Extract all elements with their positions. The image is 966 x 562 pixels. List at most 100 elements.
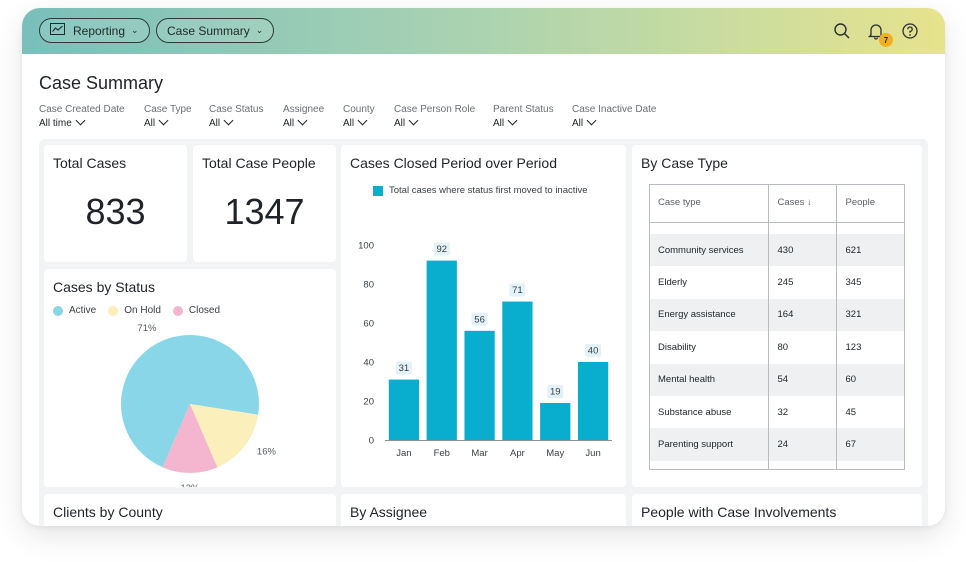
filter-case-created-date[interactable]: Case Created Date All time [39, 104, 125, 129]
cell-people: 321 [836, 298, 905, 332]
reporting-label: Reporting [73, 23, 126, 38]
table-row[interactable]: Substance abuse 32 45 [649, 395, 905, 429]
arrow-down-icon: ↓ [807, 197, 812, 209]
card-title: Total Case People [202, 155, 316, 171]
bar-mar[interactable] [464, 330, 495, 440]
y-tick-label: 80 [363, 280, 374, 291]
bar-apr[interactable] [502, 301, 533, 440]
table-row[interactable]: Parenting support 24 67 [649, 428, 905, 461]
filter-value: All [283, 118, 295, 129]
y-tick-label: 0 [369, 436, 374, 447]
filter-label: Case Person Role [394, 104, 476, 115]
x-tick-label: Jun [585, 448, 600, 459]
reporting-dropdown[interactable]: Reporting ⌄ [39, 18, 150, 43]
filter-case-type[interactable]: Case Type All [144, 104, 192, 129]
bar-jun[interactable] [577, 362, 609, 440]
bar-chart: 0 20 40 60 80 100 31 Jan 92 Feb 56 Mar 71 Apr 19 May 40 J… [358, 241, 612, 459]
card-people-with-case-involvements: People with Case Involvements [632, 494, 922, 526]
table-row[interactable]: Mental health 54 60 [649, 363, 905, 396]
filter-case-person-role[interactable]: Case Person Role All [394, 104, 475, 129]
legend-label: Active [69, 305, 97, 316]
table-row[interactable]: Energy assistance 164 321 [649, 298, 905, 332]
filter-label: Case Status [209, 104, 264, 115]
card-by-case-type: By Case Type Case type Cases ↓ People Co… [632, 145, 922, 487]
chevron-down-icon [75, 115, 86, 126]
filter-parent-status[interactable]: Parent Status All [493, 104, 554, 129]
card-cases-closed: Cases Closed Period over Period Total ca… [341, 145, 626, 487]
filter-case-status[interactable]: Case Status All [209, 104, 263, 129]
top-bar: Reporting ⌄ Case Summary ⌄ 7 [22, 8, 945, 54]
filter-label: Case Created Date [39, 104, 125, 115]
app-window: Reporting ⌄ Case Summary ⌄ 7 [22, 8, 945, 526]
column-header-case-type[interactable]: Case type [649, 184, 769, 223]
cell-people: 345 [836, 266, 905, 299]
filter-value: All time [39, 118, 72, 129]
cell-cases: 32 [768, 395, 837, 429]
filter-label: County [343, 104, 375, 115]
filter-value: All [394, 118, 406, 129]
table-row[interactable]: Disability 80 123 [649, 331, 905, 364]
trend-chart-icon [50, 23, 73, 38]
pie-slice-active[interactable] [121, 335, 260, 468]
search-icon[interactable] [831, 20, 853, 42]
chevron-down-icon [408, 115, 419, 126]
total-cases-value: 833 [85, 191, 146, 232]
cell-cases: 245 [768, 266, 837, 299]
pie-slice-closed[interactable] [162, 404, 218, 473]
bar-feb[interactable] [426, 260, 457, 440]
cell-case-type: Community services [649, 234, 769, 267]
total-case-people-value: 1347 [224, 191, 305, 232]
chevron-down-icon [158, 115, 169, 126]
y-tick-label: 20 [363, 397, 374, 408]
x-tick-label: Feb [434, 448, 450, 459]
card-title: Cases by Status [53, 279, 155, 295]
column-header-people[interactable]: People [836, 184, 905, 223]
cell-people: 123 [836, 331, 905, 364]
card-clients-by-county: Clients by County [44, 494, 336, 526]
filter-county[interactable]: County All [343, 104, 375, 129]
chevron-down-icon [223, 115, 234, 126]
y-tick-label: 60 [363, 319, 374, 330]
data-label: 19 [550, 386, 561, 397]
case-type-table-container[interactable]: Case type Cases ↓ People Community servi… [649, 184, 905, 470]
data-label: 71 [512, 285, 523, 296]
filter-label: Assignee [283, 104, 325, 115]
card-title: By Case Type [641, 155, 728, 171]
x-tick-label: Mar [471, 448, 487, 459]
cell-case-type: Parenting support [649, 428, 769, 461]
pie-label-closed: 13% [180, 483, 200, 487]
cell-case-type: Disability [649, 331, 769, 364]
legend-label: Closed [188, 305, 221, 316]
cell-cases: 24 [768, 428, 837, 461]
legend-swatch [172, 305, 183, 316]
filter-case-inactive-date[interactable]: Case Inactive Date All [572, 104, 657, 129]
card-by-assignee: By Assignee [341, 494, 626, 526]
card-total-cases: Total Cases 833 [44, 145, 187, 262]
data-label: 31 [399, 363, 410, 374]
data-label-background [547, 384, 564, 398]
y-tick-label: 40 [363, 358, 374, 369]
filter-value: All [209, 118, 221, 129]
bar-may[interactable] [540, 402, 571, 440]
filter-value: All [343, 118, 355, 129]
card-title: Total Cases [53, 155, 127, 171]
column-header-cases[interactable]: Cases ↓ [768, 184, 837, 223]
case-summary-dropdown[interactable]: Case Summary ⌄ [156, 18, 275, 43]
table-row[interactable]: Community services 430 621 [649, 234, 905, 267]
chevron-down-icon [586, 115, 597, 126]
x-tick-label: Apr [510, 448, 525, 459]
y-tick-label: 100 [358, 241, 374, 252]
data-label: 40 [588, 346, 599, 357]
cell-people: 67 [836, 428, 905, 461]
cell-cases: 80 [768, 331, 837, 364]
filter-assignee[interactable]: Assignee All [283, 104, 324, 129]
data-label-background [471, 312, 488, 326]
cell-people: 45 [836, 395, 905, 429]
pie-slice-on-hold[interactable] [190, 404, 259, 468]
chevron-down-icon [507, 115, 518, 126]
help-icon[interactable] [899, 20, 921, 42]
table-row[interactable]: Elderly 245 345 [649, 266, 905, 299]
cell-people: 621 [836, 234, 905, 267]
bar-jan[interactable] [388, 379, 420, 440]
legend-label: On Hold [124, 305, 161, 316]
